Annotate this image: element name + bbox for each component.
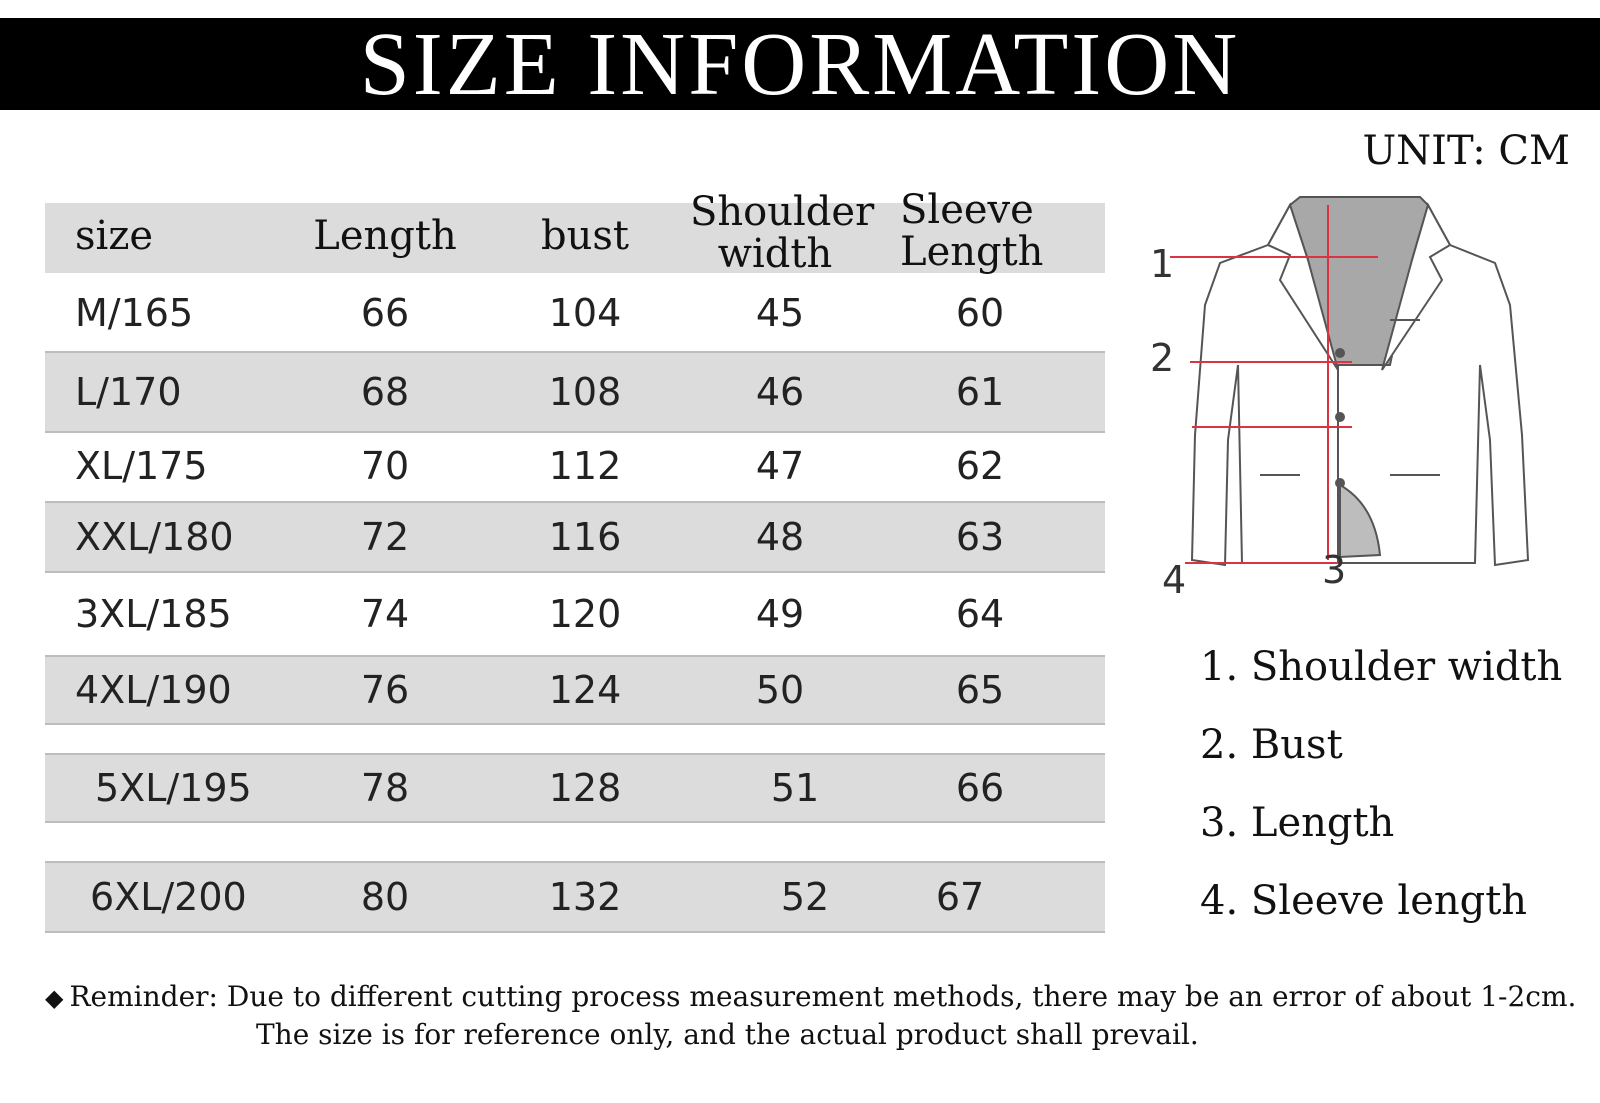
cell-length: 80 xyxy=(360,875,410,919)
marker-1: 1 xyxy=(1150,242,1174,286)
header-size: size xyxy=(75,213,154,259)
table-row: M/165 66 104 45 60 xyxy=(45,275,1105,351)
table-row: 6XL/200 80 132 52 67 xyxy=(45,861,1105,933)
cell-bust: 112 xyxy=(548,444,622,488)
cell-length: 68 xyxy=(360,370,410,414)
cell-shoulder: 51 xyxy=(770,766,820,810)
cell-size: M/165 xyxy=(75,291,194,335)
reference-note: The size is for reference only, and the … xyxy=(256,1018,1199,1051)
cell-size: 6XL/200 xyxy=(90,875,247,919)
measurement-legend: 1. Shoulder width 2. Bust 3. Length 4. S… xyxy=(1200,640,1562,952)
header-length: Length xyxy=(313,213,457,259)
cell-size: XXL/180 xyxy=(75,515,234,559)
marker-4: 4 xyxy=(1162,558,1186,602)
cell-length: 74 xyxy=(360,592,410,636)
title-banner: SIZE INFORMATION xyxy=(0,15,1600,114)
table-row: XXL/180 72 116 48 63 xyxy=(45,501,1105,573)
cell-shoulder: 49 xyxy=(755,592,805,636)
table-row: 3XL/185 74 120 49 64 xyxy=(45,573,1105,655)
cell-size: 3XL/185 xyxy=(75,592,232,636)
cell-shoulder: 47 xyxy=(755,444,805,488)
cell-length: 76 xyxy=(360,668,410,712)
cell-sleeve: 61 xyxy=(955,370,1005,414)
cell-bust: 108 xyxy=(548,370,622,414)
legend-item: 1. Shoulder width xyxy=(1200,644,1563,690)
cell-length: 66 xyxy=(360,291,410,335)
legend-item: 2. Bust xyxy=(1200,722,1343,768)
left-lapel xyxy=(1266,202,1339,371)
legend-item: 3. Length xyxy=(1200,800,1395,846)
cell-sleeve: 66 xyxy=(955,766,1005,810)
cell-size: 4XL/190 xyxy=(75,668,232,712)
cell-length: 70 xyxy=(360,444,410,488)
cell-bust: 132 xyxy=(548,875,622,919)
header-shoulder-width: Shoulder width xyxy=(690,189,875,277)
cell-shoulder: 50 xyxy=(755,668,805,712)
cell-bust: 124 xyxy=(548,668,622,712)
cell-shoulder: 48 xyxy=(755,515,805,559)
cell-sleeve: 60 xyxy=(955,291,1005,335)
reminder-text: ◆ Reminder: Due to different cutting proc… xyxy=(45,980,1585,1013)
table-row: L/170 68 108 46 61 xyxy=(45,351,1105,433)
cell-size: 5XL/195 xyxy=(95,766,252,810)
cell-sleeve: 64 xyxy=(955,592,1005,636)
cell-sleeve: 67 xyxy=(935,875,985,919)
jacket-diagram: 1 2 3 4 xyxy=(1150,196,1530,602)
table-header: size Length bust Shoulder width Sleeve L… xyxy=(45,189,1105,275)
header-sleeve-length: Sleeve Length xyxy=(900,187,1044,275)
cell-size: XL/175 xyxy=(75,444,208,488)
reminder-line: Reminder: Due to different cutting proce… xyxy=(69,980,1577,1013)
marker-2: 2 xyxy=(1150,336,1174,380)
cell-shoulder: 46 xyxy=(755,370,805,414)
right-lapel xyxy=(1381,202,1452,371)
cell-length: 78 xyxy=(360,766,410,810)
table-row: 5XL/195 78 128 51 66 xyxy=(45,753,1105,823)
diamond-bullet-icon: ◆ xyxy=(45,984,64,1012)
cell-shoulder: 45 xyxy=(755,291,805,335)
table-row: 4XL/190 76 124 50 65 xyxy=(45,655,1105,725)
page-title: SIZE INFORMATION xyxy=(359,14,1241,114)
marker-3: 3 xyxy=(1322,548,1346,592)
cell-bust: 104 xyxy=(548,291,622,335)
cell-shoulder: 52 xyxy=(780,875,830,919)
table-row: XL/175 70 112 47 62 xyxy=(45,433,1105,499)
cell-bust: 120 xyxy=(548,592,622,636)
header-bust: bust xyxy=(541,213,629,259)
unit-label: UNIT: CM xyxy=(1362,128,1570,174)
cell-size: L/170 xyxy=(75,370,182,414)
cell-length: 72 xyxy=(360,515,410,559)
cell-sleeve: 63 xyxy=(955,515,1005,559)
cell-sleeve: 62 xyxy=(955,444,1005,488)
cell-sleeve: 65 xyxy=(955,668,1005,712)
cell-bust: 128 xyxy=(548,766,622,810)
legend-item: 4. Sleeve length xyxy=(1200,878,1528,924)
cell-bust: 116 xyxy=(548,515,622,559)
